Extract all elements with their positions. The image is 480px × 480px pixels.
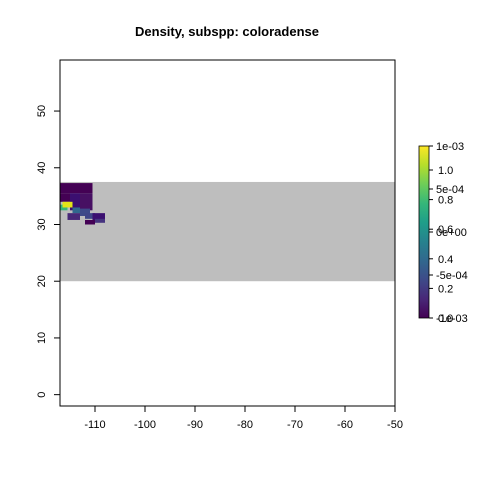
- x-tick-label: -70: [287, 419, 303, 431]
- heatmap-cell: [62, 201, 73, 208]
- heatmap-cell: [80, 193, 93, 211]
- chart-title: Density, subspp: coloradense: [135, 24, 319, 39]
- legend-tick-label: -1e-03: [436, 313, 468, 325]
- x-tick-label: -110: [84, 419, 105, 431]
- y-tick-label: 40: [36, 162, 48, 174]
- legend-color-bar: [418, 145, 430, 319]
- x-tick-label: -90: [187, 419, 203, 431]
- heatmap-cell: [95, 218, 105, 223]
- legend-tick-label: 0.6: [438, 224, 453, 236]
- y-tick-label: 20: [36, 275, 48, 287]
- y-tick-label: 50: [36, 105, 48, 117]
- heatmap-cell: [92, 213, 105, 222]
- plot-area: [60, 181, 395, 282]
- axes: -110 -100 -90 -80 -70 -60 -50 0 10 20 30 40 50: [36, 59, 403, 431]
- heatmap-cell: [72, 207, 80, 214]
- legend-tick-label: 1.0: [438, 165, 453, 177]
- heatmap-cell: [70, 193, 80, 211]
- legend-tick-label: 5e-04: [436, 184, 464, 196]
- legend-tick-label: -5e-04: [436, 270, 468, 282]
- legend-tick-label: 0.8: [438, 195, 453, 207]
- y-tick-label: 10: [36, 332, 48, 344]
- heatmap-cell: [60, 183, 93, 194]
- legend-tick-label: 0.2: [438, 283, 453, 295]
- x-tick-label: -50: [387, 419, 403, 431]
- color-legend: 1e-03 5e-04 0e+00 -5e-04 -1e-03 1.0 0.8 0.6 0.4 0…: [418, 141, 468, 325]
- background-region: [60, 181, 395, 282]
- legend-tick-label: 1e-03: [436, 141, 464, 153]
- heatmap-cell: [67, 213, 80, 220]
- y-tick-label: 0: [36, 392, 48, 398]
- heatmap-cell: [80, 208, 90, 216]
- heatmap-cell: [85, 219, 95, 225]
- legend-tick-label: 0.0: [438, 313, 453, 325]
- legend-tick-label: 0.4: [438, 254, 453, 266]
- x-tick-label: -100: [134, 419, 156, 431]
- heatmap-cell: [85, 213, 95, 219]
- y-tick-label: 30: [36, 218, 48, 230]
- plot-frame: [59, 59, 396, 407]
- x-tick-label: -60: [337, 419, 353, 431]
- heatmap-cell: [60, 193, 70, 202]
- legend-tick-label: 0e+00: [436, 227, 467, 239]
- x-tick-label: -80: [237, 419, 253, 431]
